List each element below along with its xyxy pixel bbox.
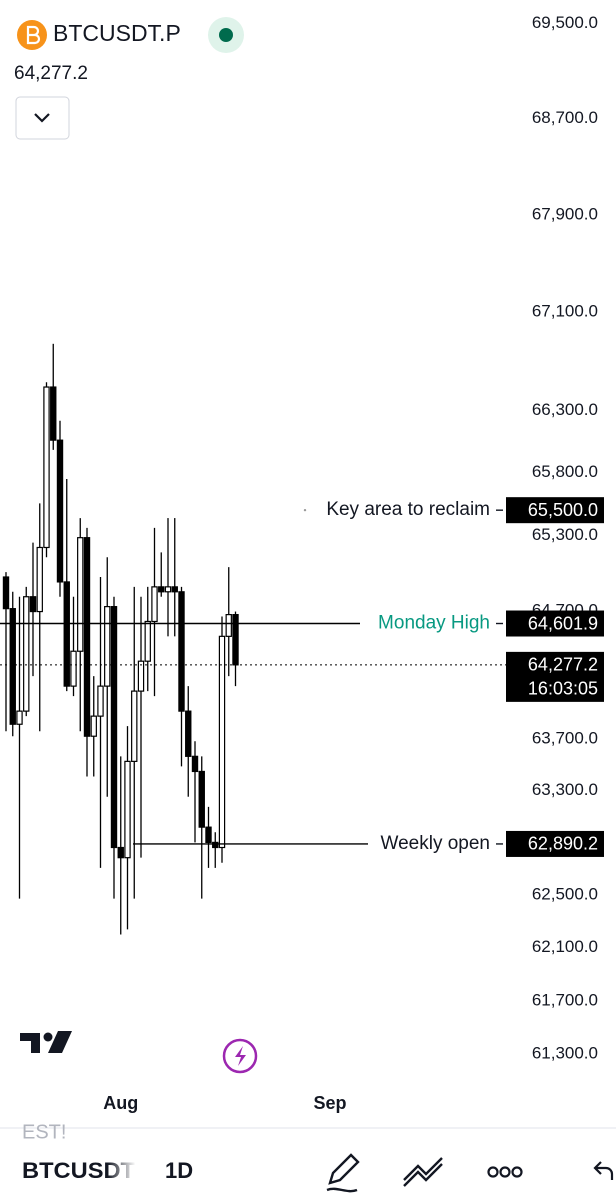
candle-body bbox=[97, 685, 104, 717]
header-price: 64,277.2 bbox=[14, 63, 88, 84]
level-box bbox=[506, 610, 604, 637]
candle-body bbox=[56, 439, 64, 583]
symbol: BTCUSDT.P bbox=[53, 20, 181, 46]
level-name: Key area to reclaim bbox=[326, 499, 490, 520]
candle-body bbox=[36, 546, 43, 613]
candle-body bbox=[205, 826, 212, 844]
candle-body bbox=[2, 576, 10, 610]
candle-body bbox=[29, 596, 37, 613]
bolt bbox=[235, 1046, 246, 1066]
candle-body bbox=[131, 690, 138, 762]
tv-logo bbox=[43, 1032, 53, 1042]
candle-body bbox=[218, 635, 226, 849]
candle-body bbox=[124, 760, 131, 859]
candle-body bbox=[198, 770, 205, 828]
candle-body bbox=[144, 620, 151, 662]
y-tick-label: 61,700.0 bbox=[532, 990, 598, 1009]
toolbar-interval[interactable]: 1D bbox=[165, 1158, 193, 1183]
candle-body bbox=[151, 586, 158, 623]
candle-body bbox=[77, 537, 84, 652]
countdown: 16:03:05 bbox=[528, 679, 598, 699]
y-tick-label: 67,900.0 bbox=[532, 204, 598, 223]
level-anchor bbox=[303, 508, 307, 512]
x-tick-label: Sep bbox=[313, 1093, 346, 1113]
candle-body bbox=[104, 606, 111, 687]
candle-body bbox=[158, 586, 165, 593]
candle-body bbox=[43, 386, 50, 549]
status-dot bbox=[219, 28, 233, 42]
candle-body bbox=[23, 596, 30, 712]
dropdown-button[interactable] bbox=[15, 96, 70, 140]
x-tick-label: Aug bbox=[103, 1093, 138, 1113]
y-tick-label: 61,300.0 bbox=[532, 1044, 598, 1063]
y-tick-label: 69,500.0 bbox=[532, 13, 598, 32]
candle-body bbox=[83, 537, 91, 737]
more-button[interactable] bbox=[487, 1166, 523, 1178]
banner: EST! bbox=[22, 1121, 66, 1143]
toolbar-symbol[interactable]: BTCUSDT bbox=[22, 1158, 136, 1183]
candle-body bbox=[50, 386, 57, 441]
candle-body bbox=[16, 710, 23, 725]
candle-body bbox=[63, 581, 70, 687]
y-tick-label: 62,100.0 bbox=[532, 937, 598, 956]
level-label: 62,890.2 bbox=[528, 834, 598, 854]
chevron bbox=[34, 113, 50, 123]
level-name: Weekly open bbox=[381, 833, 491, 854]
tv-logo bbox=[20, 1033, 40, 1053]
candle-body bbox=[232, 614, 239, 666]
y-tick-label: 63,300.0 bbox=[532, 780, 598, 799]
last-price-label: 64,277.2 bbox=[528, 655, 598, 675]
indicator-tool[interactable] bbox=[403, 1157, 443, 1187]
candle-body bbox=[212, 841, 219, 849]
y-tick-label: 66,300.0 bbox=[532, 400, 598, 419]
candle-body bbox=[137, 660, 145, 692]
candle-body bbox=[70, 650, 77, 687]
y-tick-label: 67,100.0 bbox=[532, 302, 598, 321]
y-tick-label: 68,700.0 bbox=[532, 108, 598, 127]
tv-logo bbox=[48, 1031, 72, 1053]
level-label: 64,601.9 bbox=[528, 613, 598, 633]
level-name: Monday High bbox=[378, 613, 490, 634]
coin-glyph bbox=[26, 25, 41, 45]
level-label: 65,500.0 bbox=[528, 500, 598, 520]
candle-body bbox=[90, 715, 97, 737]
candle-body bbox=[178, 591, 185, 712]
draw-tool[interactable] bbox=[326, 1153, 360, 1193]
y-tick-label: 65,300.0 bbox=[532, 525, 598, 544]
undo-button[interactable] bbox=[593, 1161, 614, 1180]
candle-body bbox=[9, 608, 16, 725]
last-price-box bbox=[506, 651, 604, 702]
level-box bbox=[506, 830, 604, 857]
candle-body bbox=[164, 586, 172, 593]
level-box bbox=[506, 497, 604, 524]
y-tick-label: 62,500.0 bbox=[532, 885, 598, 904]
candle-body bbox=[171, 586, 178, 593]
candle-body bbox=[110, 606, 118, 849]
candle-body bbox=[225, 614, 232, 637]
y-tick-label: 63,700.0 bbox=[532, 728, 598, 747]
candle-body bbox=[117, 846, 124, 859]
y-tick-label: 65,800.0 bbox=[532, 462, 598, 481]
candle-body bbox=[191, 755, 199, 773]
candle-body bbox=[185, 710, 192, 757]
